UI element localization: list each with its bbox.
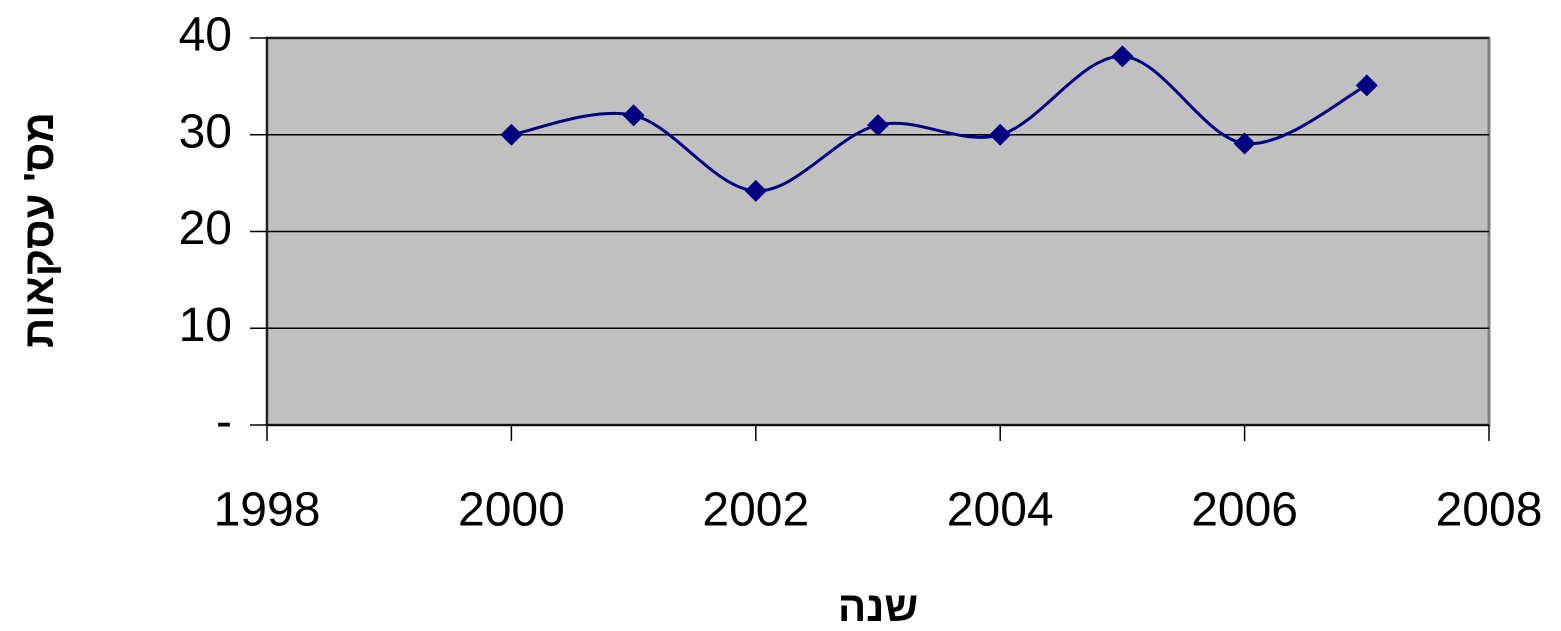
data-line	[511, 54, 1368, 193]
y-tick-label: 30	[179, 105, 232, 158]
data-point	[622, 104, 645, 127]
y-tick-label: 20	[179, 202, 232, 255]
x-tick-label: 1998	[214, 484, 321, 537]
data-point	[1233, 132, 1256, 155]
y-tick-label: 40	[179, 9, 232, 62]
x-tick-label: 2002	[702, 484, 809, 537]
data-point	[1111, 45, 1134, 68]
x-tick-label: 2000	[458, 484, 565, 537]
y-tick-label: -	[216, 396, 232, 449]
x-axis-title: שנה	[838, 583, 918, 630]
data-point	[500, 123, 523, 146]
data-point	[989, 123, 1012, 146]
y-tick-label: 10	[179, 299, 232, 352]
data-point	[1355, 74, 1378, 97]
x-tick-label: 2006	[1191, 484, 1298, 537]
x-tick-label: 2008	[1436, 484, 1543, 537]
data-point	[744, 179, 767, 202]
data-point	[867, 114, 889, 137]
y-axis-title: מס' עסקאות	[15, 112, 62, 348]
x-tick-label: 2004	[947, 484, 1054, 537]
